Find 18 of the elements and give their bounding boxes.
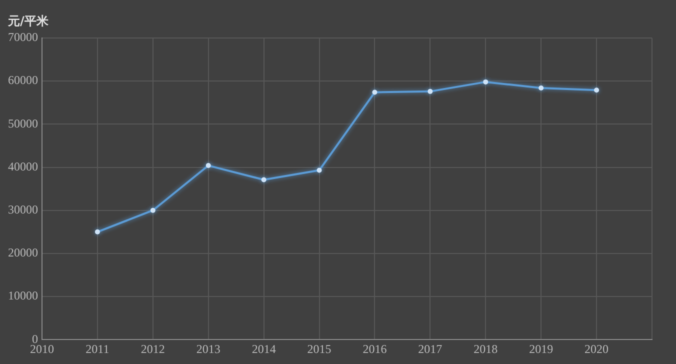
y-tick-label: 50000 [8,116,38,130]
y-axis-title: 元/平米 [7,14,50,28]
x-tick-label: 2012 [140,342,165,356]
x-tick-label: 2015 [307,342,332,356]
x-tick-label: 2013 [196,342,220,356]
x-tick-label: 2018 [474,342,498,356]
x-tick-label: 2020 [584,342,609,356]
y-tick-label: 60000 [8,73,38,88]
x-tick-label: 2019 [529,342,554,356]
y-tick-label: 20000 [8,246,38,260]
y-tick-label: 10000 [8,288,38,303]
y-tick-label: 40000 [8,159,38,174]
x-tick-label: 2017 [418,342,442,356]
y-tick-label: 70000 [8,30,38,44]
x-tick-label: 2014 [252,342,276,356]
x-tick-label: 2011 [86,342,110,356]
y-tick-label: 30000 [8,202,38,216]
x-tick-label: 2016 [362,342,387,356]
